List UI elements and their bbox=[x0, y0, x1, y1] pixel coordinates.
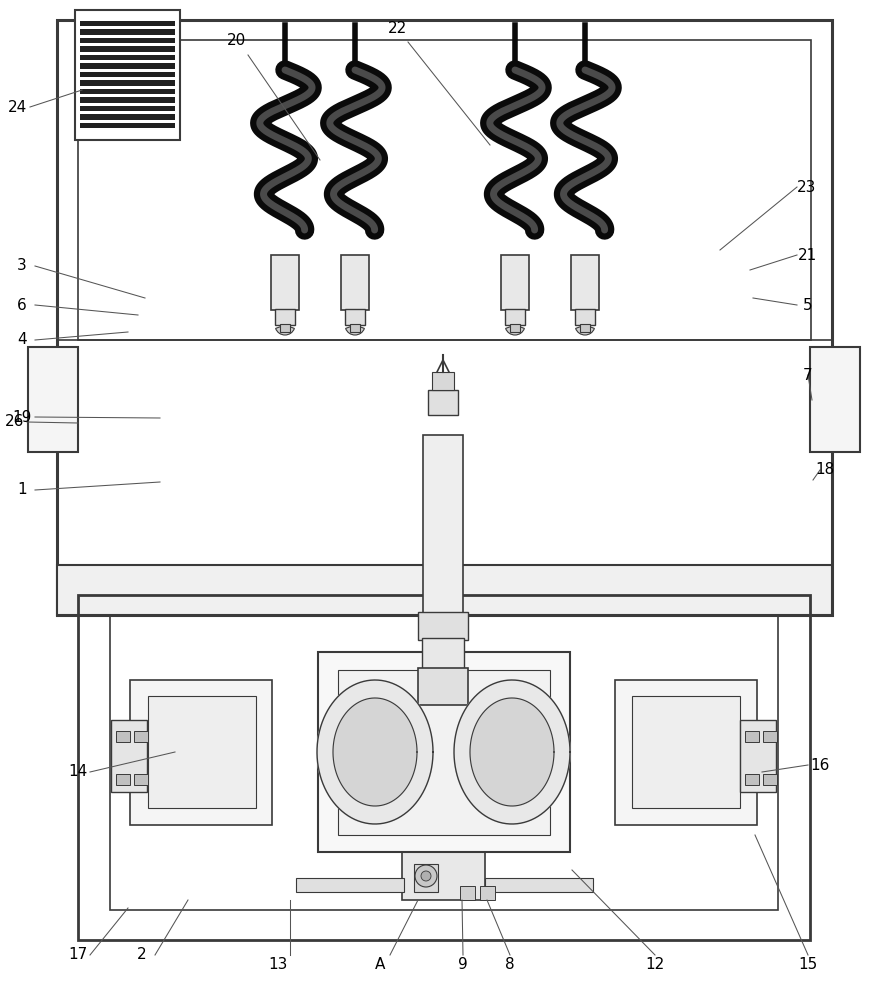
Text: 13: 13 bbox=[268, 957, 287, 972]
Bar bbox=[744, 731, 758, 742]
Text: 26: 26 bbox=[5, 414, 25, 430]
Text: 12: 12 bbox=[645, 957, 664, 972]
Text: 9: 9 bbox=[457, 957, 467, 972]
Bar bbox=[296, 878, 403, 892]
Bar bbox=[80, 97, 175, 103]
Text: 4: 4 bbox=[17, 332, 27, 348]
Bar bbox=[80, 114, 175, 120]
Text: 24: 24 bbox=[8, 100, 27, 115]
Bar bbox=[134, 731, 148, 742]
Bar bbox=[80, 89, 175, 94]
Polygon shape bbox=[454, 680, 570, 824]
Bar bbox=[275, 309, 295, 325]
Text: 2: 2 bbox=[137, 947, 147, 962]
Bar bbox=[80, 55, 175, 60]
Bar bbox=[460, 886, 475, 900]
Bar bbox=[130, 680, 272, 825]
Bar bbox=[57, 565, 831, 615]
Wedge shape bbox=[346, 325, 364, 335]
Wedge shape bbox=[575, 325, 594, 335]
Bar bbox=[431, 372, 454, 390]
Bar bbox=[423, 435, 462, 615]
Polygon shape bbox=[332, 698, 416, 806]
Bar bbox=[509, 324, 519, 332]
Bar bbox=[414, 864, 438, 892]
Bar bbox=[479, 886, 494, 900]
Bar bbox=[485, 878, 593, 892]
Bar bbox=[632, 696, 739, 808]
Bar bbox=[75, 10, 180, 140]
Text: 6: 6 bbox=[17, 298, 27, 312]
Bar bbox=[739, 720, 775, 792]
Wedge shape bbox=[276, 325, 294, 335]
Text: 22: 22 bbox=[388, 21, 408, 36]
Bar bbox=[116, 774, 130, 785]
Bar bbox=[504, 309, 525, 325]
Bar bbox=[80, 21, 175, 26]
Bar bbox=[417, 668, 468, 705]
Bar bbox=[80, 72, 175, 77]
Bar bbox=[428, 390, 457, 415]
Bar bbox=[80, 123, 175, 128]
Text: 16: 16 bbox=[810, 758, 828, 772]
Bar bbox=[762, 731, 776, 742]
Bar bbox=[401, 852, 485, 900]
Bar bbox=[110, 615, 777, 910]
Bar bbox=[148, 696, 256, 808]
Bar bbox=[422, 638, 463, 670]
Bar bbox=[80, 106, 175, 111]
Bar bbox=[340, 255, 369, 310]
Wedge shape bbox=[505, 325, 524, 335]
Bar bbox=[501, 255, 528, 310]
Text: 17: 17 bbox=[68, 947, 88, 962]
Circle shape bbox=[421, 871, 431, 881]
Bar bbox=[78, 595, 809, 940]
Bar bbox=[571, 255, 598, 310]
Text: 15: 15 bbox=[797, 957, 817, 972]
Bar bbox=[78, 40, 810, 340]
Bar bbox=[614, 680, 756, 825]
Bar bbox=[417, 612, 468, 640]
Circle shape bbox=[415, 865, 437, 887]
Bar bbox=[116, 731, 130, 742]
Text: 21: 21 bbox=[797, 247, 817, 262]
Bar bbox=[762, 774, 776, 785]
Bar bbox=[57, 20, 831, 615]
Polygon shape bbox=[316, 680, 432, 824]
Text: 18: 18 bbox=[814, 462, 834, 478]
Text: 20: 20 bbox=[227, 33, 246, 48]
Bar bbox=[28, 347, 78, 452]
Bar bbox=[280, 324, 290, 332]
Bar bbox=[134, 774, 148, 785]
Polygon shape bbox=[470, 698, 554, 806]
Bar bbox=[80, 38, 175, 43]
Bar bbox=[345, 309, 364, 325]
Bar bbox=[338, 670, 549, 835]
Bar bbox=[80, 46, 175, 52]
Bar bbox=[80, 63, 175, 69]
Text: A: A bbox=[375, 957, 385, 972]
Bar bbox=[111, 720, 147, 792]
Text: 3: 3 bbox=[17, 258, 27, 273]
Bar bbox=[80, 29, 175, 35]
Text: 8: 8 bbox=[505, 957, 514, 972]
Bar bbox=[579, 324, 589, 332]
Text: 23: 23 bbox=[797, 180, 816, 195]
Text: 19: 19 bbox=[12, 410, 32, 424]
Text: 14: 14 bbox=[68, 764, 88, 780]
Bar bbox=[80, 80, 175, 86]
Text: 1: 1 bbox=[17, 483, 27, 497]
Text: 7: 7 bbox=[803, 367, 812, 382]
Text: 5: 5 bbox=[803, 298, 812, 312]
Bar bbox=[574, 309, 595, 325]
Bar bbox=[271, 255, 299, 310]
Bar bbox=[809, 347, 859, 452]
Bar bbox=[318, 652, 570, 852]
Bar bbox=[350, 324, 360, 332]
Bar bbox=[744, 774, 758, 785]
